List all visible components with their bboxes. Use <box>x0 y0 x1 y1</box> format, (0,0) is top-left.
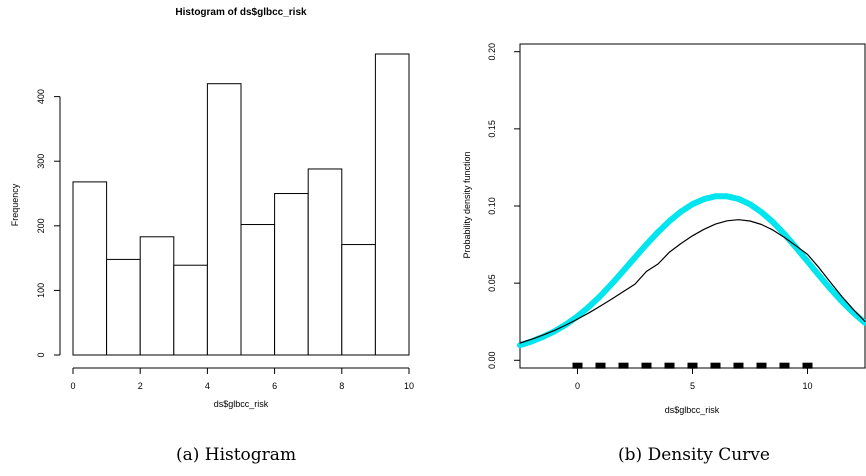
density-rug-mark-4 <box>664 362 675 369</box>
density-rug <box>572 362 813 369</box>
density-y-tick-label-1: 0.05 <box>487 274 497 292</box>
density-rug-mark-3 <box>641 362 652 369</box>
density-curves <box>517 193 866 349</box>
histogram-caption: (a) Histogram <box>176 445 296 465</box>
density-y-tick-label-2: 0.10 <box>487 197 497 215</box>
histogram-title: Histogram of ds$glbcc_risk <box>175 7 307 18</box>
density-series-1 <box>519 219 866 344</box>
histogram-panel: Histogram of ds$glbcc_risk 0 2 4 6 8 10 0 100 2… <box>10 7 414 409</box>
density-x-label: ds$glbcc_risk <box>665 405 720 415</box>
density-rug-mark-1 <box>595 362 606 369</box>
density-rug-mark-6 <box>710 362 721 369</box>
histogram-x-tick-label-0: 0 <box>70 381 75 391</box>
density-y-axis: 0.00 0.05 0.10 0.15 0.20 <box>487 43 520 369</box>
density-rug-mark-5 <box>687 362 698 369</box>
density-caption: (b) Density Curve <box>618 445 770 465</box>
histogram-x-axis: 0 2 4 6 8 10 <box>70 367 414 391</box>
histogram-bar-1 <box>106 258 141 356</box>
histogram-bar-4 <box>206 83 242 356</box>
histogram-x-tick-label-4: 8 <box>339 381 344 391</box>
histogram-bar-5 <box>240 224 276 356</box>
density-rug-mark-2 <box>618 362 629 369</box>
histogram-y-tick-label-1: 100 <box>36 283 46 298</box>
density-rug-mark-8 <box>756 362 767 369</box>
histogram-bars <box>72 53 410 356</box>
histogram-bar-9 <box>374 53 410 356</box>
histogram-bar-7 <box>307 168 343 356</box>
histogram-y-axis: 0 100 200 300 400 <box>36 89 61 358</box>
density-panel: 0 5 10 0.000.050.100.150.20 ds$glbcc_risk … <box>462 43 866 415</box>
histogram-bar-3 <box>173 264 208 356</box>
histogram-x-label: ds$glbcc_risk <box>214 399 269 409</box>
density-y-tick-label-0: 0.00 <box>487 352 497 370</box>
histogram-bar-8 <box>341 244 376 356</box>
density-x-tick-label-2: 10 <box>802 381 812 391</box>
density-x-tick-label-1: 5 <box>690 381 695 391</box>
histogram-x-tick-label-1: 2 <box>138 381 143 391</box>
histogram-x-tick-label-5: 10 <box>404 381 414 391</box>
density-x-tick-label-0: 0 <box>575 381 580 391</box>
density-rug-mark-0 <box>572 362 583 369</box>
histogram-y-tick-label-3: 300 <box>36 154 46 169</box>
density-y-label: Probability density function <box>462 151 472 258</box>
density-y-tick-label-3: 0.15 <box>487 120 497 138</box>
density-rug-mark-10 <box>802 362 813 369</box>
histogram-bar-2 <box>139 236 175 356</box>
histogram-y-label: Frequency <box>10 183 20 226</box>
density-rug-mark-9 <box>779 362 790 369</box>
histogram-bar-6 <box>274 193 309 356</box>
histogram-x-tick-label-3: 6 <box>272 381 277 391</box>
histogram-bar-0 <box>72 181 108 356</box>
density-x-axis: 0 5 10 <box>575 367 813 391</box>
density-y-tick-label-4: 0.20 <box>487 43 497 61</box>
histogram-y-tick-label-4: 400 <box>36 89 46 104</box>
histogram-y-tick-label-0: 0 <box>36 352 46 357</box>
density-rug-mark-7 <box>733 362 744 369</box>
density-series-0 <box>517 193 866 349</box>
histogram-y-tick-label-2: 200 <box>36 218 46 233</box>
histogram-x-tick-label-2: 4 <box>205 381 210 391</box>
